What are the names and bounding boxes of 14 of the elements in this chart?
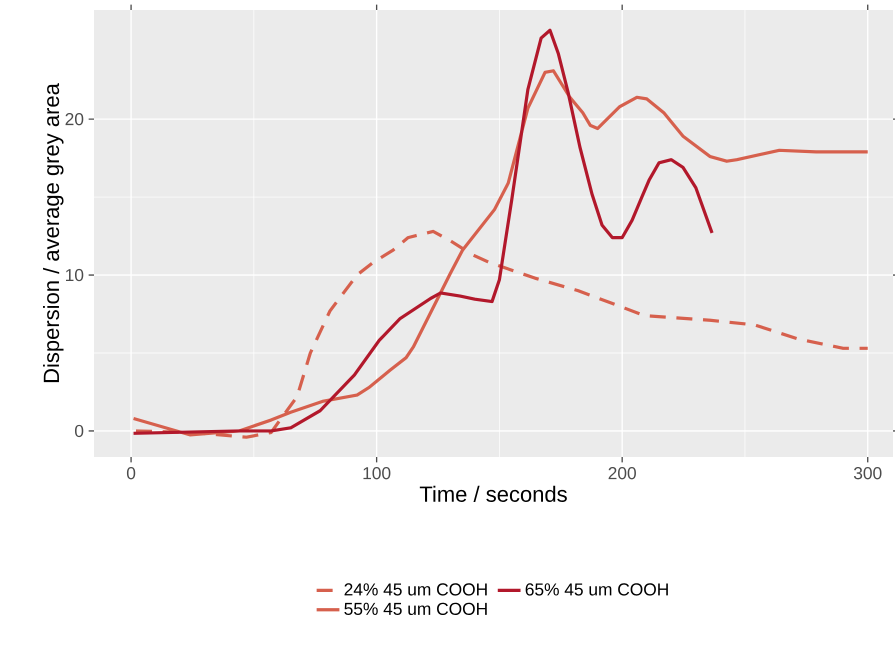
x-axis-title: Time / seconds xyxy=(420,486,567,502)
legend-label: 24% 45 um COOH xyxy=(344,583,487,596)
x-tick-label: 0 xyxy=(126,467,136,480)
legend-label: 55% 45 um COOH xyxy=(344,602,487,615)
legend-label: 65% 45 um COOH xyxy=(526,583,668,596)
y-axis-title: Dispersion / average grey area xyxy=(43,83,64,382)
line-series xyxy=(132,69,870,436)
y-tick-label: 10 xyxy=(66,268,84,282)
y-tick-label: 20 xyxy=(66,112,84,126)
x-tick-label: 300 xyxy=(854,467,882,480)
x-tick-label: 100 xyxy=(363,467,390,480)
x-tick-label: 200 xyxy=(608,467,636,480)
y-tick-label: 0 xyxy=(74,424,84,438)
line-series xyxy=(132,28,714,435)
